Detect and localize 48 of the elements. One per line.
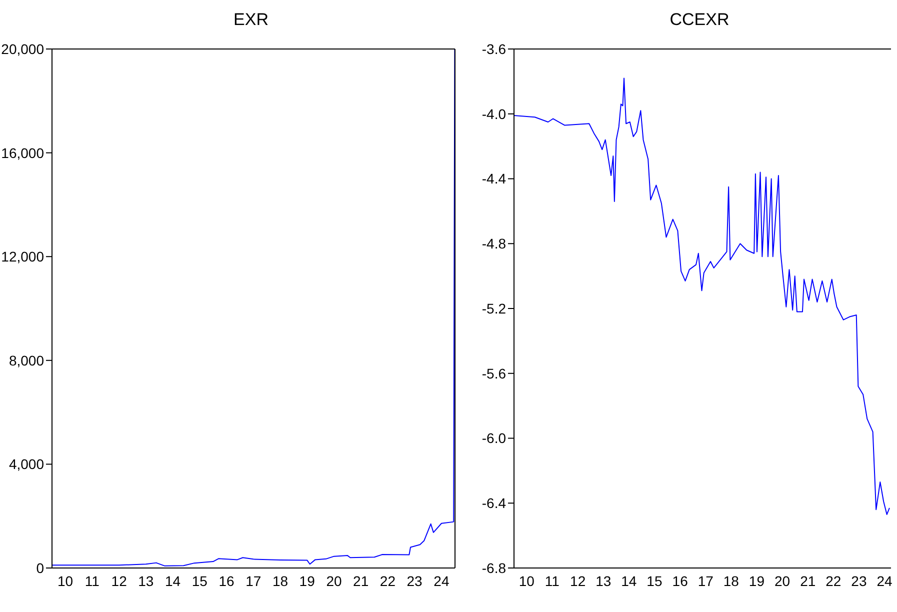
x-tick-label: 10 bbox=[58, 572, 74, 589]
x-tick-label: 20 bbox=[774, 572, 790, 589]
y-tick-label: -4.8 bbox=[482, 236, 506, 252]
y-tick-label: -6.4 bbox=[482, 495, 506, 512]
y-tick-label: 8,000 bbox=[8, 352, 44, 368]
y-tick-label: 12,000 bbox=[1, 248, 44, 265]
x-tick-label: 15 bbox=[646, 572, 662, 589]
x-tick-label: 13 bbox=[596, 572, 612, 589]
x-tick-label: 10 bbox=[518, 572, 535, 589]
y-tick-label: -6.8 bbox=[482, 560, 506, 576]
y-tick-label: 0 bbox=[36, 560, 44, 576]
x-tick-label: 16 bbox=[218, 572, 235, 589]
x-tick-label: 12 bbox=[111, 572, 128, 589]
x-tick-label: 17 bbox=[246, 572, 262, 589]
y-tick-label: 4,000 bbox=[8, 456, 44, 472]
x-tick-label: 15 bbox=[192, 572, 208, 589]
y-tick-label: -4.4 bbox=[482, 170, 506, 187]
line-series bbox=[514, 78, 890, 515]
x-tick-label: 23 bbox=[406, 572, 423, 589]
y-tick-label: -5.6 bbox=[482, 365, 506, 382]
x-tick-label: 14 bbox=[164, 572, 181, 589]
x-tick-label: 24 bbox=[876, 572, 893, 589]
y-tick-label: 16,000 bbox=[1, 144, 44, 161]
y-tick-label: -4.0 bbox=[482, 106, 506, 122]
x-tick-label: 20 bbox=[326, 572, 342, 589]
x-tick-label: 23 bbox=[851, 572, 867, 589]
x-tick-label: 13 bbox=[138, 572, 154, 589]
chart-title: CCEXR bbox=[668, 9, 730, 31]
x-tick-label: 18 bbox=[272, 572, 288, 589]
y-tick-label: -3.6 bbox=[482, 40, 506, 57]
x-tick-label: 19 bbox=[748, 572, 765, 589]
chart-title: EXR bbox=[232, 9, 270, 31]
y-tick-label: 20,000 bbox=[1, 40, 44, 57]
x-tick-label: 21 bbox=[353, 572, 369, 589]
x-tick-label: 14 bbox=[621, 572, 637, 589]
x-tick-label: 24 bbox=[434, 572, 450, 589]
x-tick-label: 11 bbox=[84, 572, 100, 589]
x-tick-label: 11 bbox=[544, 572, 560, 589]
x-tick-label: 19 bbox=[299, 572, 316, 589]
x-tick-label: 18 bbox=[723, 572, 740, 589]
x-tick-label: 21 bbox=[800, 572, 816, 589]
x-tick-label: 12 bbox=[570, 572, 586, 589]
y-tick-label: -5.2 bbox=[482, 300, 506, 316]
x-tick-label: 16 bbox=[672, 572, 688, 589]
x-tick-label: 17 bbox=[698, 572, 714, 589]
x-tick-label: 22 bbox=[380, 572, 396, 589]
y-tick-label: -6.0 bbox=[482, 430, 506, 446]
x-tick-label: 22 bbox=[826, 572, 842, 589]
